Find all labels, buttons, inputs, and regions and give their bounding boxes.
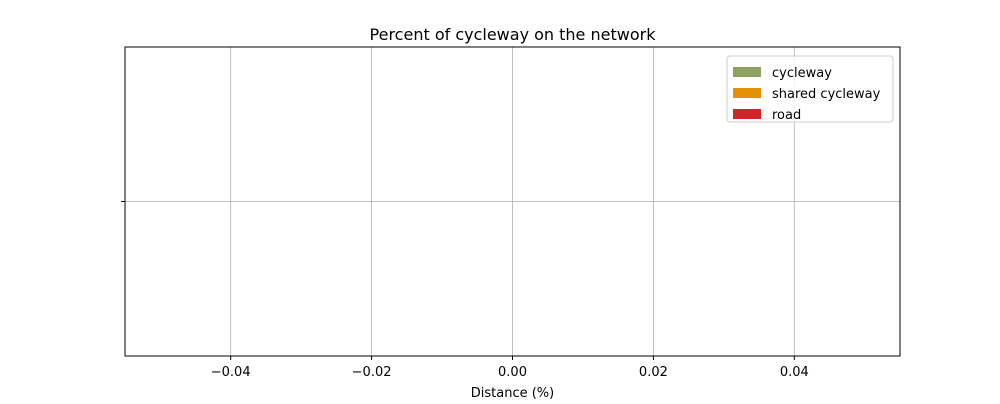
x-tick-label-2: 0.00	[498, 365, 527, 380]
x-axis-ticks: −0.04 −0.02 0.00 0.02 0.04	[211, 356, 809, 380]
x-axis-label: Distance (%)	[471, 386, 554, 400]
legend-label-shared-cycleway: shared cycleway	[772, 87, 881, 102]
legend-label-cycleway: cycleway	[772, 66, 832, 81]
x-tick-label-4: 0.04	[780, 365, 809, 380]
legend-swatch-road	[733, 109, 761, 119]
legend: cycleway shared cycleway road	[726, 55, 894, 123]
x-tick-label-0: −0.04	[211, 365, 251, 380]
chart-title: Percent of cycleway on the network	[370, 25, 657, 44]
legend-box	[726, 55, 894, 123]
x-tick-label-3: 0.02	[639, 365, 668, 380]
legend-swatch-shared-cycleway	[733, 88, 761, 98]
x-tick-label-1: −0.02	[352, 365, 392, 380]
legend-swatch-cycleway	[733, 67, 761, 77]
legend-label-road: road	[772, 108, 801, 123]
